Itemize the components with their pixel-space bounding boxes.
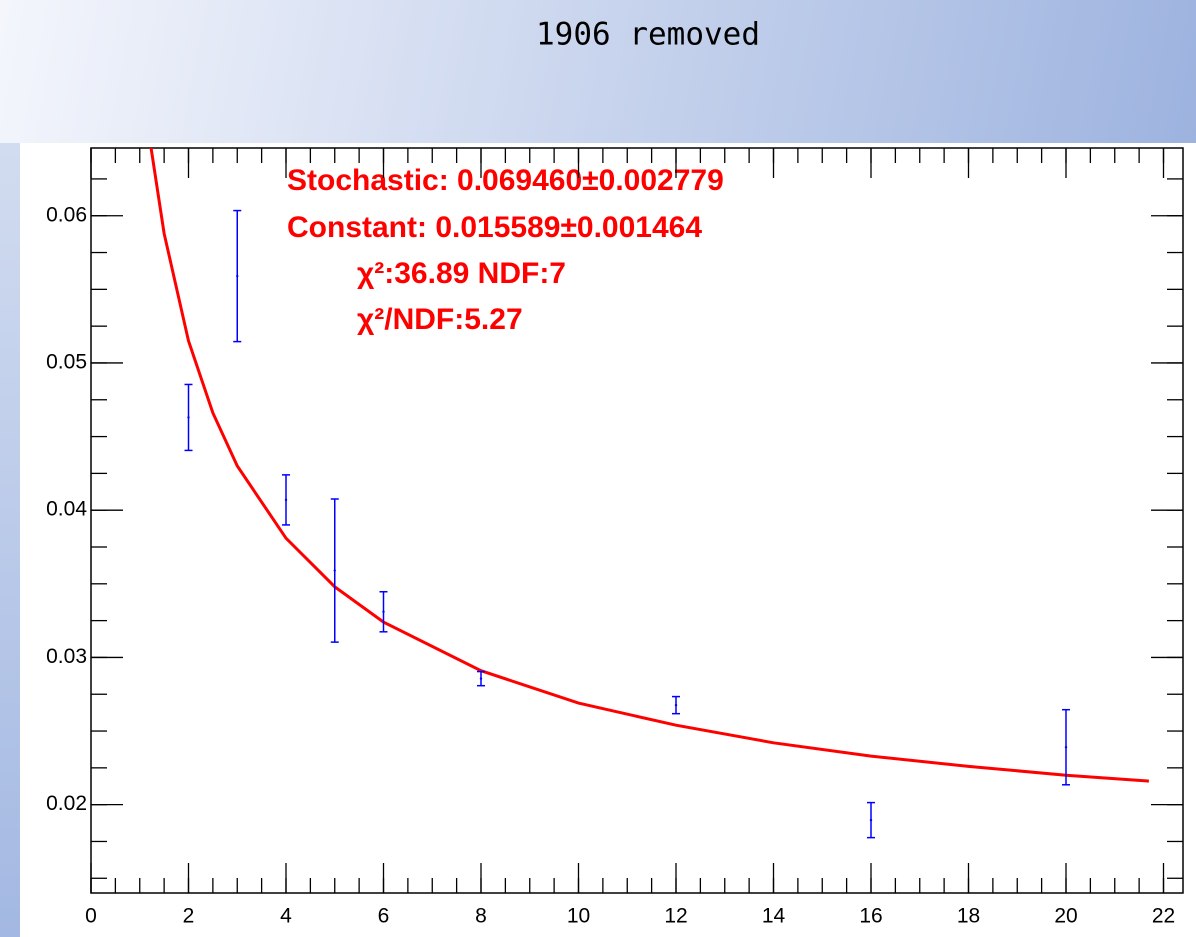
marker xyxy=(479,677,483,680)
annotation: χ²/NDF:5.27 xyxy=(357,303,523,336)
error-bar xyxy=(233,209,242,343)
y-tick-label: 0.02 xyxy=(46,792,87,815)
x-tick-label: 16 xyxy=(859,905,882,928)
annotation: χ²:36.89 NDF:7 xyxy=(357,257,566,290)
error-bar xyxy=(477,670,485,687)
x-tick-label: 8 xyxy=(475,905,487,928)
x-tick-label: 20 xyxy=(1054,905,1077,928)
marker xyxy=(333,569,336,572)
error-bar xyxy=(282,474,290,526)
error-bar xyxy=(379,591,388,633)
error-bar xyxy=(672,695,680,715)
x-tick-label: 10 xyxy=(567,905,590,928)
x-tick-label: 6 xyxy=(378,905,390,928)
x-tick-label: 14 xyxy=(762,905,786,928)
error-bar xyxy=(1062,708,1070,786)
marker xyxy=(674,703,678,707)
fit-curve xyxy=(149,148,1150,783)
x-tick-label: 22 xyxy=(1152,905,1175,928)
marker xyxy=(187,416,190,419)
y-tick-label: 0.06 xyxy=(46,203,87,226)
plot-frame xyxy=(90,147,1184,894)
y-tick-label: 0.03 xyxy=(46,645,87,668)
y-tick-label: 0.05 xyxy=(46,351,87,374)
x-tick-label: 12 xyxy=(664,905,687,928)
marker xyxy=(284,498,288,502)
annotation: Stochastic: 0.069460±0.002779 xyxy=(287,164,724,197)
x-tick-label: 2 xyxy=(183,905,195,928)
x-tick-label: 18 xyxy=(957,905,980,928)
marker xyxy=(382,610,385,613)
marker xyxy=(1064,746,1068,749)
marker xyxy=(869,818,873,822)
chart-title: 1906 removed xyxy=(536,17,760,53)
marker xyxy=(236,274,239,278)
annotation: Constant: 0.015589±0.001464 xyxy=(287,211,702,244)
x-tick-label: 0 xyxy=(85,905,97,928)
plot-area xyxy=(149,148,1150,839)
left-strip xyxy=(0,143,20,937)
error-bar xyxy=(184,383,193,452)
y-tick-label: 0.04 xyxy=(46,498,87,521)
plot-content xyxy=(149,148,1150,839)
error-bar xyxy=(330,498,339,643)
error-bar xyxy=(867,801,875,839)
x-tick-label: 4 xyxy=(280,905,292,928)
pad xyxy=(20,143,1196,937)
